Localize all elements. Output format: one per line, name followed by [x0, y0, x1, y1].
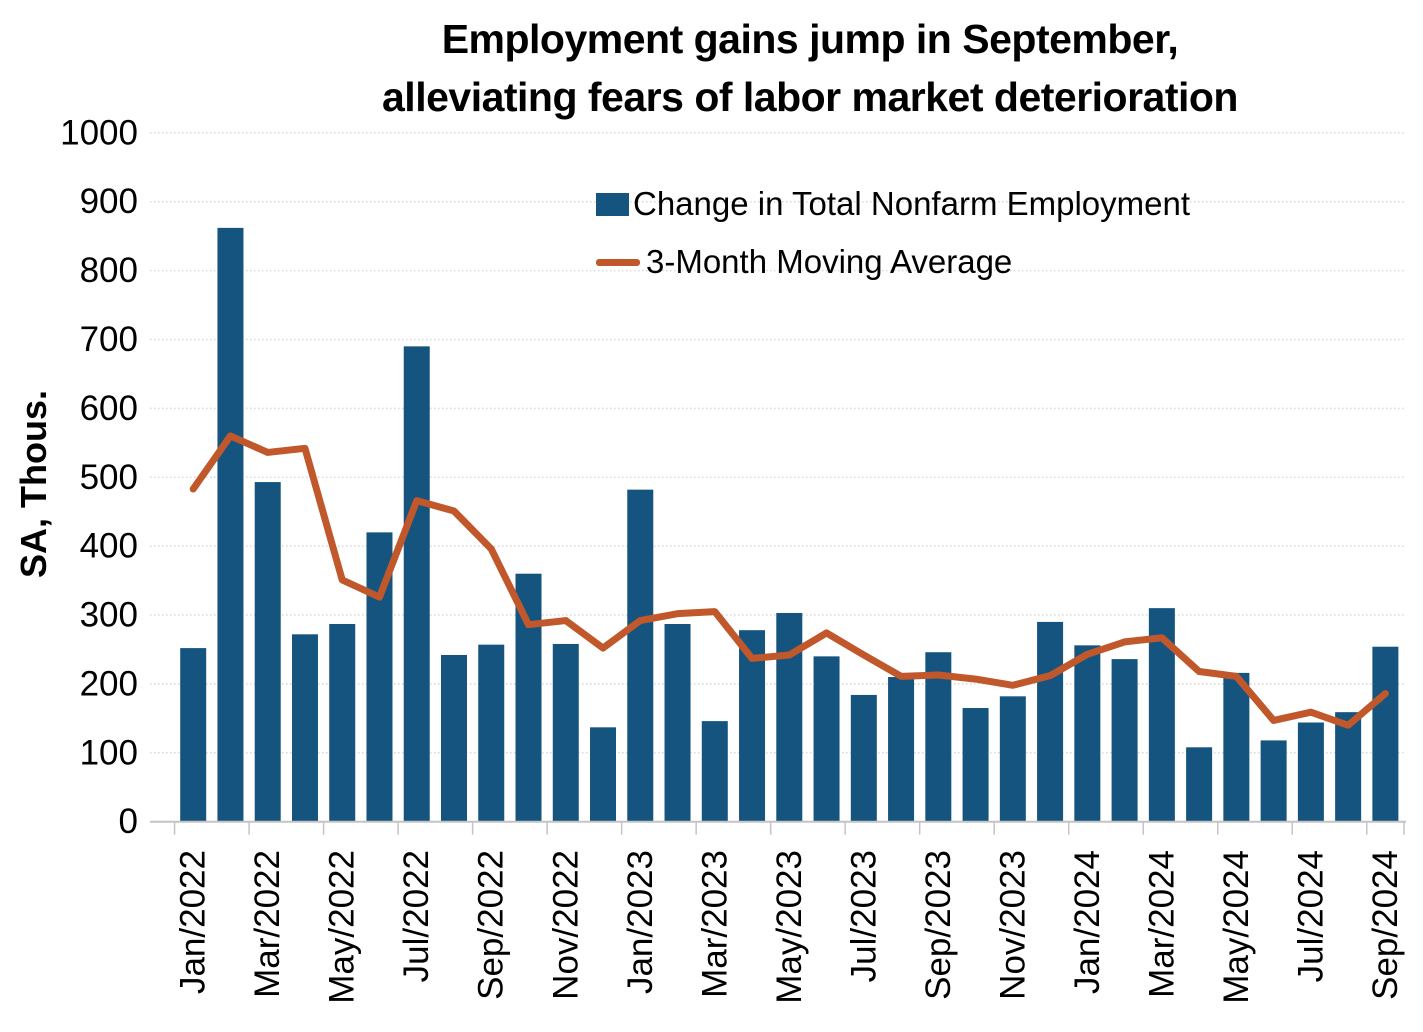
x-tick-label-Jan/2023: Jan/2023: [621, 850, 660, 994]
bar-Feb/2024: [1111, 659, 1138, 822]
x-tick-label-Sep/2024: Sep/2024: [1366, 850, 1405, 1000]
bar-Feb/2023: [664, 623, 691, 822]
x-tick-label-Sep/2022: Sep/2022: [472, 850, 511, 1000]
x-tick-label-Nov/2022: Nov/2022: [546, 850, 585, 1000]
y-tick-label-100: 100: [80, 733, 138, 772]
y-tick-label-700: 700: [80, 320, 138, 359]
bar-Sep/2022: [478, 644, 505, 822]
y-tick-label-0: 0: [119, 802, 138, 841]
legend-item-line: 3-Month Moving Average: [596, 243, 1190, 280]
x-tick-label-Mar/2023: Mar/2023: [695, 850, 734, 998]
bar-Jun/2023: [813, 656, 840, 822]
x-tick-label-Jul/2023: Jul/2023: [844, 850, 883, 982]
moving-average-line: [189, 432, 1389, 729]
x-tick-label-Jul/2024: Jul/2024: [1291, 850, 1330, 982]
bar-Apr/2022: [291, 634, 318, 822]
legend-label-bars: Change in Total Nonfarm Employment: [633, 185, 1191, 222]
x-tick-label-Nov/2023: Nov/2023: [993, 850, 1032, 1000]
x-tick-label-Jan/2022: Jan/2022: [174, 850, 213, 994]
legend-label-line: 3-Month Moving Average: [646, 243, 1013, 280]
x-tick-label-Mar/2022: Mar/2022: [248, 850, 287, 998]
bar-Jul/2023: [850, 694, 877, 822]
bar-Sep/2023: [925, 652, 952, 822]
y-tick-label-800: 800: [80, 251, 138, 290]
bar-Nov/2023: [999, 696, 1026, 822]
bar-Mar/2022: [254, 482, 281, 822]
bar-series-swatch-icon: [596, 192, 629, 216]
x-tick-label-May/2022: May/2022: [323, 850, 362, 1004]
y-tick-label-600: 600: [80, 389, 138, 428]
bar-Sep/2024: [1372, 646, 1399, 822]
bar-Jan/2022: [180, 648, 207, 822]
chart-legend: Change in Total Nonfarm Employment 3-Mon…: [596, 185, 1191, 302]
x-tick-label-Jan/2024: Jan/2024: [1068, 850, 1107, 994]
bar-Nov/2022: [552, 643, 579, 822]
chart-title: Employment gains jump in September, alle…: [155, 10, 1423, 126]
x-tick-label-May/2023: May/2023: [770, 850, 809, 1004]
bar-Jul/2022: [403, 346, 430, 822]
bar-Jan/2024: [1074, 645, 1101, 822]
bar-Dec/2023: [1037, 621, 1064, 822]
bar-May/2024: [1223, 672, 1250, 822]
bar-Dec/2022: [590, 727, 617, 822]
bar-Mar/2023: [701, 721, 728, 822]
y-tick-label-500: 500: [80, 458, 138, 497]
y-tick-label-200: 200: [80, 664, 138, 703]
x-tick-label-May/2024: May/2024: [1217, 850, 1256, 1004]
legend-item-bars: Change in Total Nonfarm Employment: [596, 185, 1191, 222]
bar-Feb/2022: [217, 227, 244, 822]
bar-Aug/2023: [888, 677, 915, 822]
y-tick-label-300: 300: [80, 596, 138, 635]
chart-title-line1: Employment gains jump in September,: [441, 16, 1179, 62]
y-tick-label-400: 400: [80, 527, 138, 566]
y-tick-label-1000: 1000: [60, 113, 138, 152]
x-tick-label-Jul/2022: Jul/2022: [397, 850, 436, 982]
bar-Aug/2022: [440, 654, 467, 822]
bar-Aug/2024: [1335, 712, 1362, 822]
bar-Oct/2022: [515, 573, 542, 822]
chart-title-line2: alleviating fears of labor market deteri…: [382, 74, 1238, 120]
bar-Oct/2023: [962, 708, 989, 822]
y-tick-label-900: 900: [80, 182, 138, 221]
bar-Apr/2024: [1186, 747, 1213, 822]
line-series-swatch-icon: [596, 258, 640, 266]
x-tick-label-Mar/2024: Mar/2024: [1142, 850, 1181, 998]
bar-May/2022: [329, 623, 356, 822]
bar-Apr/2023: [739, 630, 766, 822]
bar-Jun/2024: [1260, 740, 1287, 822]
bar-Jul/2024: [1297, 722, 1324, 822]
x-tick-label-Sep/2023: Sep/2023: [919, 850, 958, 1000]
bar-Jan/2023: [627, 489, 654, 822]
bar-May/2023: [776, 612, 803, 822]
